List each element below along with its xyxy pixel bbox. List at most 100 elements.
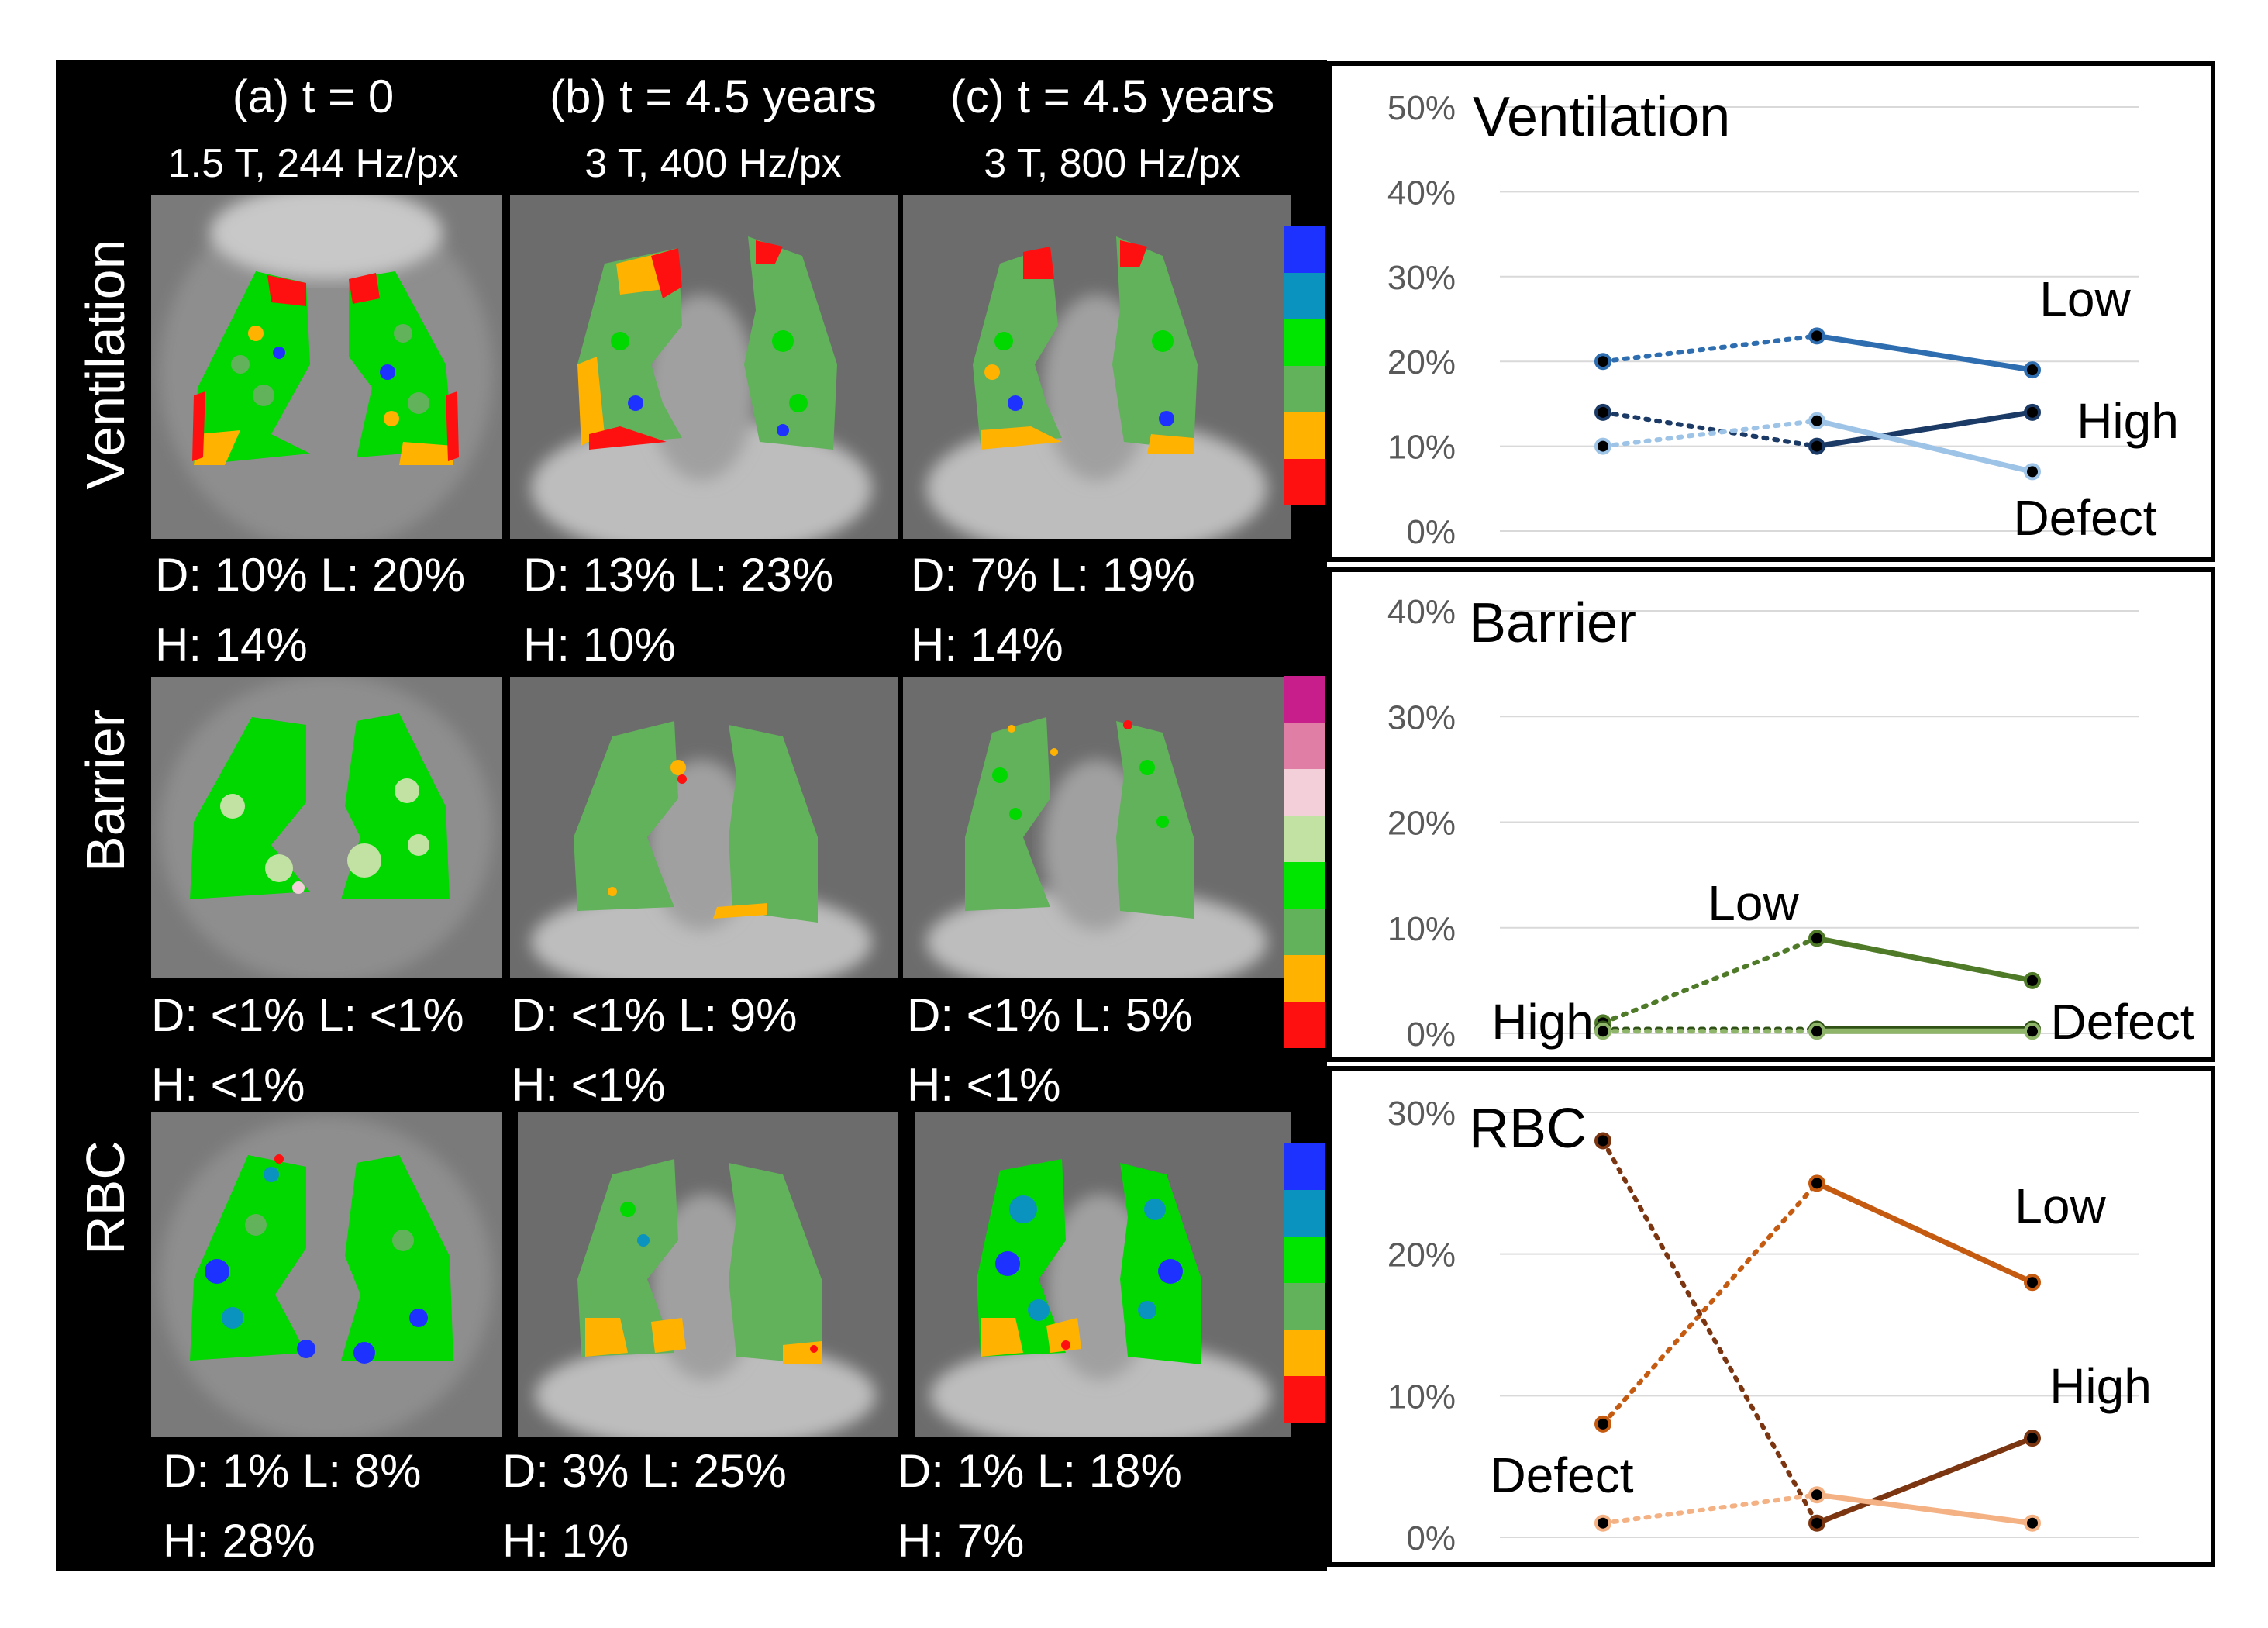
series-segment-solid-low [1816, 935, 2033, 984]
data-point-low [2024, 971, 2041, 989]
column-c-subheader: 3 T, 800 Hz/px [984, 141, 1240, 186]
column-b-subheader: 3 T, 400 Hz/px [584, 141, 841, 186]
data-point-defect [1808, 412, 1825, 429]
series-segment-dotted-defect [1601, 1492, 1819, 1526]
data-point-high [1594, 1132, 1611, 1150]
series-segment-dotted-low [1601, 1181, 1819, 1426]
colorbar-swatch [1284, 1376, 1325, 1423]
row-label-barrier: Barrier [75, 709, 136, 872]
series-label-high: High [2077, 393, 2179, 449]
chart-title: Ventilation [1473, 86, 1730, 148]
column-b-header: (b) t = 4.5 years [550, 71, 877, 122]
stats-barrier-a-line2: H: <1% [151, 1059, 305, 1111]
y-tick-label: 0% [1406, 1519, 1456, 1557]
colorbar-swatch [1284, 909, 1325, 955]
series-segment-solid-high [1815, 1435, 2034, 1526]
colorbar-swatch [1284, 319, 1325, 366]
column-a-header: (a) t = 0 [233, 71, 394, 122]
data-point-defect [1594, 437, 1611, 455]
colorbar-rbc [1284, 1143, 1325, 1423]
series-label-low: Low [2039, 271, 2131, 327]
y-tick-label: 10% [1387, 429, 1456, 467]
data-point-low [1808, 1174, 1825, 1192]
colorbar-swatch [1284, 1190, 1325, 1237]
stats-rbc-b-line1: D: 3% L: 25% [502, 1445, 787, 1497]
y-tick-label: 20% [1387, 1237, 1456, 1274]
chart-barrier: 0% 10% 20% 30% 40% Barrier Low High Defect [1327, 567, 2215, 1062]
series-segment-dotted-high [1601, 1138, 1819, 1526]
chart-rbc: 0% 10% 20% 30% RBC Low High Defect [1327, 1066, 2215, 1567]
mri-image-barrier-a [151, 677, 502, 978]
colorbar-swatch [1284, 723, 1325, 769]
data-point-defect [1594, 1023, 1611, 1040]
chart-frame [1327, 567, 2215, 1062]
stats-ventilation-b-line2: H: 10% [523, 619, 676, 671]
data-point-defect [1594, 1514, 1611, 1532]
series-label-high: High [1491, 994, 1594, 1050]
charts-group: 0% 10% 20% 30% 40% 50% Ventilation Low High Defec… [1327, 61, 2215, 1567]
colorbar-swatch [1284, 1143, 1325, 1190]
series-label-defect: Defect [2014, 490, 2157, 546]
mri-image-rbc-a [151, 1112, 502, 1437]
mri-image-ventilation-c [903, 195, 1291, 539]
series-segment-solid-defect [1816, 418, 2033, 474]
stats-barrier-b-line2: H: <1% [512, 1059, 665, 1111]
colorbar-barrier [1284, 676, 1325, 1048]
series-segment-dotted-high [1601, 409, 1819, 449]
chart-title: Barrier [1469, 592, 1636, 654]
stats-rbc-c-line2: H: 7% [898, 1515, 1024, 1567]
data-point-defect [2024, 1023, 2041, 1040]
series-segment-solid-defect [1816, 1492, 2033, 1526]
data-point-defect [1808, 1486, 1825, 1504]
colorbar-swatch [1284, 1283, 1325, 1330]
colorbar-swatch [1284, 769, 1325, 816]
data-point-high [1808, 437, 1825, 455]
stats-rbc-a-line2: H: 28% [163, 1515, 315, 1567]
mri-image-rbc-c [915, 1112, 1291, 1437]
y-tick-label: 0% [1406, 1016, 1456, 1054]
data-point-high [1808, 1514, 1825, 1532]
colorbar-swatch [1284, 366, 1325, 412]
series-label-high: High [2049, 1358, 2152, 1414]
colorbar-swatch [1284, 1237, 1325, 1283]
colorbar-swatch [1284, 412, 1325, 459]
data-point-low [1808, 327, 1825, 345]
data-point-high [2024, 403, 2041, 421]
chart-title: RBC [1469, 1098, 1587, 1160]
y-tick-label: 10% [1387, 1378, 1456, 1416]
colorbar-swatch [1284, 459, 1325, 505]
chart-frame [1327, 1066, 2215, 1567]
stats-rbc-c-line1: D: 1% L: 18% [898, 1445, 1182, 1497]
y-tick-label: 10% [1387, 910, 1456, 948]
y-tick-label: 30% [1387, 698, 1456, 736]
column-c-header: (c) t = 4.5 years [950, 71, 1274, 122]
data-point-low [1808, 930, 1825, 947]
colorbar-swatch [1284, 816, 1325, 862]
y-tick-label: 0% [1406, 513, 1456, 551]
mri-image-ventilation-b [510, 195, 898, 539]
mri-image-barrier-c [903, 677, 1291, 978]
series-segment-solid-high [1816, 409, 2033, 450]
colorbar-swatch [1284, 862, 1325, 909]
stats-ventilation-c-line2: H: 14% [911, 619, 1063, 671]
colorbar-ventilation [1284, 226, 1325, 505]
series-label-low: Low [1708, 875, 1799, 931]
row-label-ventilation: Ventilation [75, 239, 136, 489]
data-point-low [2024, 361, 2041, 379]
series-segment-solid-low [1816, 333, 2033, 373]
column-a-subheader: 1.5 T, 244 Hz/px [168, 141, 459, 186]
y-tick-label: 50% [1387, 89, 1456, 127]
series-segment-dotted-defect [1601, 418, 1819, 449]
data-point-low [2024, 1274, 2041, 1292]
data-point-defect [2024, 1514, 2041, 1532]
chart-frame [1327, 61, 2215, 562]
y-tick-label: 40% [1387, 174, 1456, 212]
y-tick-label: 30% [1387, 1095, 1456, 1133]
colorbar-swatch [1284, 226, 1325, 273]
colorbar-swatch [1284, 955, 1325, 1002]
series-segment-solid-low [1815, 1181, 2034, 1285]
stats-ventilation-a-line1: D: 10% L: 20% [155, 549, 465, 601]
data-point-defect [1808, 1023, 1825, 1040]
series-label-defect: Defect [1491, 1447, 1634, 1503]
